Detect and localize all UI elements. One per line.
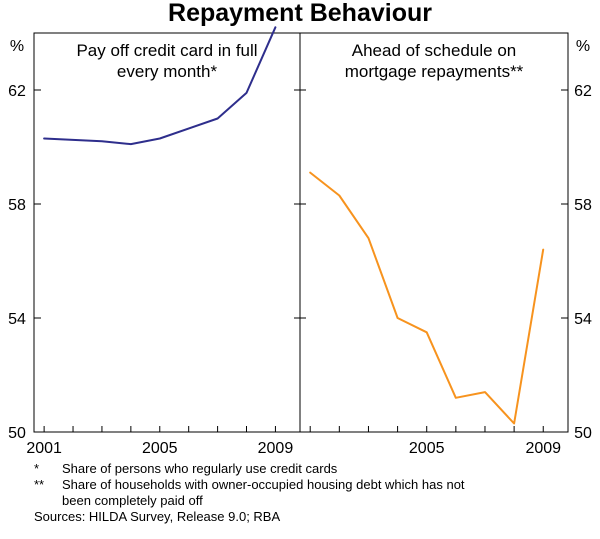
panel-1-title-line-2: every month* [117,62,218,81]
panel-2-title-line-2: mortgage repayments** [345,62,524,81]
panel-1-y-tick-label-54: 54 [8,311,26,328]
panel-1-y-tick-label-62: 62 [8,83,26,100]
chart-frame [33,32,569,433]
panel-2-y-tick-label-54: 54 [574,311,592,328]
panel-1-x-tick-label-2001: 2001 [26,440,62,457]
footnote-1-text: Share of persons who regularly use credi… [62,461,338,476]
footnote-2-mark: ** [34,477,45,492]
panel-2-y-tick-label-58: 58 [574,197,592,214]
chart-title: Repayment Behaviour [168,0,432,27]
footnotes: * Share of persons who regularly use cre… [34,461,465,525]
footnote-2-text-line-2: been completely paid off [62,493,203,508]
panel-2-title-line-1: Ahead of schedule on [352,41,516,60]
panel-2-y-tick-label-62: 62 [574,83,592,100]
panel-1-series-line [43,26,277,146]
panel-1-y-tick-label-50: 50 [8,425,26,442]
panel-2-series-line [309,171,545,425]
panel-2-x-tick-label-2009: 2009 [525,440,561,457]
sources-note: Sources: HILDA Survey, Release 9.0; RBA [34,509,281,524]
footnote-2: ** Share of households with owner-occupi… [34,477,465,493]
panel-2-y-tick-label-50: 50 [574,425,592,442]
right-unit-label: % [576,38,590,55]
panel-1-title-line-1: Pay off credit card in full [76,41,257,60]
panel-1-x-tick-label-2005: 2005 [142,440,178,457]
footnote-1-mark: * [34,461,40,476]
footnote-1: * Share of persons who regularly use cre… [34,461,465,477]
panel-1-x-tick-label-2009: 2009 [258,440,294,457]
left-unit-label: % [10,38,24,55]
panel-1-y-tick-label-58: 58 [8,197,26,214]
footnote-2-text-line-1: Share of households with owner-occupied … [62,477,465,492]
panel-2-x-tick-label-2005: 2005 [409,440,445,457]
repayment-chart: Repayment Behaviour % % Pay off credit c… [8,0,592,457]
